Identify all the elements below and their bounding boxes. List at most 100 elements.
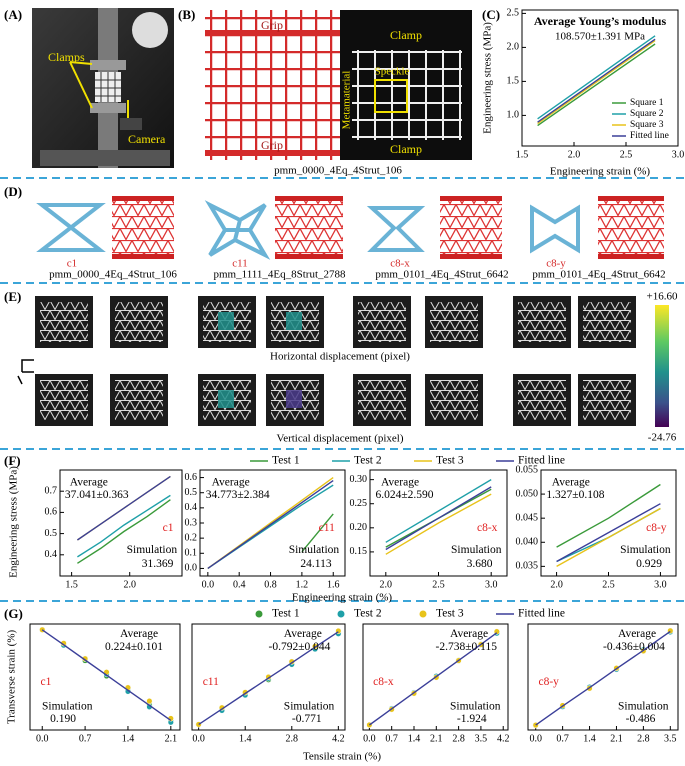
field — [286, 312, 302, 330]
lattice — [358, 302, 406, 342]
series-line — [41, 629, 172, 721]
y-tick-label: 0.5 — [185, 487, 198, 498]
annotation: Average — [284, 628, 322, 640]
x-tick-label: 4.2 — [497, 733, 510, 744]
x-tick-label: 2.0 — [568, 149, 581, 160]
lattice — [518, 380, 566, 420]
field — [218, 390, 234, 408]
colorbar-label: +16.60 — [647, 291, 678, 303]
lattice — [115, 302, 163, 342]
series-line — [77, 499, 171, 564]
annotation: c1 — [41, 676, 52, 688]
lattice — [430, 380, 478, 420]
x-tick-label: 3.5 — [475, 733, 488, 744]
y-tick-label: 0.15 — [350, 546, 368, 557]
annotation: 34.773±2.384 — [206, 489, 270, 501]
x-axis-label: Tensile strain (%) — [303, 751, 381, 763]
annotation: -1.924 — [457, 713, 487, 725]
colorbar-label: -24.76 — [648, 432, 677, 444]
plot-frame — [29, 623, 181, 731]
x-tick-label: 0.0 — [529, 733, 542, 744]
x-tick-label: 2.1 — [610, 733, 623, 744]
legend-label: Square 3 — [630, 120, 664, 130]
y-tick-label: 2.5 — [507, 8, 520, 19]
annotation: Average — [381, 476, 419, 488]
x-tick-label: 2.1 — [165, 733, 178, 744]
annotation: -0.436±0.004 — [603, 641, 665, 653]
lattice — [430, 302, 478, 342]
panel-label: (C) — [482, 7, 500, 22]
chart-subtitle: 108.570±1.391 MPa — [555, 31, 645, 43]
series-line — [385, 486, 492, 551]
y-tick-label: 0.20 — [350, 522, 368, 533]
cell-name: c1 — [67, 258, 77, 270]
caption: Vertical displacement (pixel) — [276, 433, 403, 445]
annotation: 24.113 — [300, 558, 331, 570]
x-axis-label: Engineering strain (%) — [550, 166, 651, 178]
panel-label: (B) — [178, 7, 195, 22]
series-line — [537, 35, 656, 120]
legend-label: Fitted line — [518, 608, 565, 620]
series-line — [207, 480, 334, 569]
x-tick-label: 2.0 — [550, 579, 563, 590]
separators — [0, 177, 685, 602]
annotation: c8-y — [539, 676, 560, 688]
field — [218, 312, 234, 330]
x-tick-label: 3.0 — [654, 579, 667, 590]
plot-frame — [59, 469, 183, 577]
cell-name: c11 — [232, 258, 247, 270]
lattice — [583, 302, 631, 342]
y-tick-label: 0.3 — [185, 517, 198, 528]
x-tick-label: 0.0 — [36, 733, 49, 744]
legend-swatch — [337, 610, 345, 618]
annotation: Simulation — [620, 544, 671, 556]
annotation: 1.327±0.108 — [546, 489, 604, 501]
annotation: Average — [450, 628, 488, 640]
colorbar — [655, 305, 669, 427]
cell-code: pmm_0000_4Eq_4Strut_106 — [49, 269, 177, 281]
x-tick-label: 0.7 — [556, 733, 569, 744]
x-tick-label: 1.6 — [327, 579, 340, 590]
y-tick-label: 2.0 — [507, 42, 520, 53]
pointer — [69, 61, 93, 109]
plot-frame — [527, 623, 679, 731]
annotation: Simulation — [127, 544, 178, 556]
label: Speckle — [375, 66, 410, 78]
panel-label: (E) — [4, 289, 21, 304]
y-tick-label: 0.045 — [516, 512, 539, 523]
lattices — [112, 196, 664, 259]
x-tick-label: 0.8 — [264, 579, 277, 590]
y-tick-label: 0.6 — [185, 472, 198, 483]
series-line — [556, 507, 661, 568]
x-tick-label: 4.2 — [332, 733, 345, 744]
label: Clamp — [390, 142, 422, 156]
x-tick-label: 2.8 — [637, 733, 650, 744]
x-tick-label: 3.0 — [672, 149, 685, 160]
series-line — [77, 494, 171, 558]
y-tick-label: 0.050 — [516, 488, 539, 499]
annotation: Simulation — [42, 700, 93, 712]
annotation: c11 — [203, 676, 219, 688]
x-tick-label: 1.5 — [65, 579, 78, 590]
x-tick-label: 1.5 — [516, 149, 529, 160]
displacement-maps — [35, 296, 636, 426]
annotation: 0.190 — [50, 713, 76, 725]
chart-title: Average Young’s modulus — [534, 14, 667, 28]
annotation: -0.792±0.044 — [269, 641, 331, 653]
cell-code: pmm_1111_4Eq_8Strut_2788 — [214, 269, 347, 281]
caption: Horizontal displacement (pixel) — [270, 351, 410, 363]
annotation: Simulation — [284, 700, 335, 712]
y-tick-label: 0.7 — [45, 485, 58, 496]
x-tick-label: 2.0 — [123, 579, 136, 590]
series-line — [77, 475, 171, 541]
series-line — [537, 43, 656, 127]
series-line — [198, 631, 339, 725]
annotation: c11 — [319, 522, 335, 534]
x-tick-label: 3.0 — [485, 579, 498, 590]
annotation: 0.224±0.101 — [105, 641, 163, 653]
lattice — [40, 380, 88, 420]
y-tick-label: 0.5 — [45, 528, 58, 539]
series-line — [385, 478, 492, 543]
annotation: c8-x — [373, 676, 394, 688]
